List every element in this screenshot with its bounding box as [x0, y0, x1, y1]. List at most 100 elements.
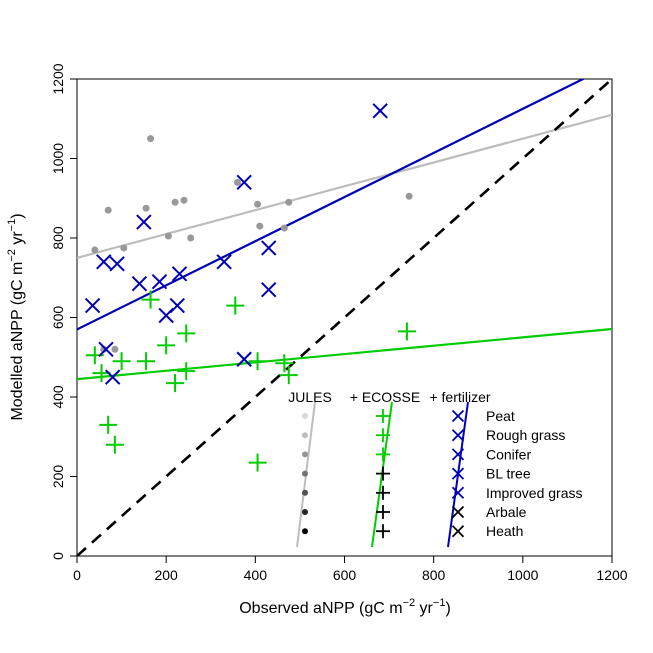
fertilizer-point [151, 274, 168, 290]
ecosse-point [112, 352, 131, 371]
fertilizer-point-b [236, 351, 252, 367]
legend-cross-b [451, 505, 465, 519]
legend-cross [451, 448, 465, 461]
regression-line-ecosse [77, 327, 612, 381]
y-tick-label: 200 [50, 465, 66, 489]
jules-point [405, 192, 413, 200]
y-tick-label: 1200 [50, 63, 66, 94]
y-axis-title-sup2: −1 [6, 219, 18, 232]
x-tick-label: 200 [154, 567, 178, 583]
x-tick-label: 400 [244, 567, 268, 583]
legend-item-label: Peat [486, 408, 515, 424]
jules-point [142, 204, 150, 212]
legend-dot [302, 413, 308, 419]
ecosse-point [137, 352, 156, 371]
legend-cross-b [451, 448, 465, 461]
y-tick-label: 400 [50, 385, 66, 409]
legend-plus [376, 409, 390, 423]
fertilizer-point [171, 266, 188, 282]
legend-cross-b [451, 467, 465, 480]
x-tick-label: 0 [73, 567, 81, 583]
y-tick-label: 0 [50, 552, 66, 560]
jules-point [147, 135, 155, 143]
fertilizer-point-b [136, 214, 152, 230]
x-axis-title: Observed aNPP (gC m−2 yr−1) [239, 597, 451, 617]
x-tick-label: 1000 [507, 567, 538, 583]
jules-point [164, 232, 172, 240]
fertilizer-point [236, 351, 252, 367]
legend-cross-b [451, 486, 465, 499]
y-axis-title-main: Modelled aNPP (gC m [9, 262, 26, 421]
ecosse-point [141, 290, 160, 309]
fertilizer-point-b [96, 254, 112, 270]
fertilizer-point [372, 103, 388, 119]
fertilizer-point [131, 276, 148, 292]
legend-dot [302, 432, 308, 439]
fertilizer-point [136, 214, 152, 230]
fertilizer-point-b [236, 174, 252, 191]
legend-dot [302, 528, 308, 535]
y-axis-title: Modelled aNPP (gC m−2 yr−1) [6, 213, 26, 420]
ecosse-point [279, 366, 298, 385]
fertilizer-point [98, 341, 114, 358]
ecosse-point [397, 322, 416, 341]
x-axis-title-sup1: −2 [403, 597, 416, 609]
legend-cross [451, 486, 465, 499]
y-tick-label: 800 [50, 226, 66, 250]
jules-point [171, 198, 179, 206]
fertilizer-point [236, 174, 252, 191]
jules-point [91, 246, 99, 254]
jules-point [256, 222, 264, 230]
fertilizer-point [169, 297, 186, 314]
jules-point [234, 178, 241, 186]
legend-plus [376, 447, 390, 462]
legend-dot [302, 489, 308, 496]
jules-point [104, 206, 112, 214]
legend-item-label: Improved grass [486, 485, 582, 501]
fertilizer-point-b [84, 297, 101, 314]
legend-cross-b [451, 429, 465, 442]
fertilizer-point [109, 256, 125, 272]
ecosse-point [105, 435, 124, 454]
jules-point [254, 200, 262, 208]
x-tick-label: 800 [422, 567, 446, 583]
legend-item-label: Heath [486, 523, 523, 539]
legend-header: + fertilizer [429, 389, 490, 405]
fertilizer-point [96, 254, 112, 270]
x-axis-title-sup2: −1 [433, 597, 446, 609]
jules-point [111, 345, 119, 353]
fertilizer-point-b [216, 254, 232, 270]
fertilizer-point-b [171, 266, 188, 282]
axes: 0 200 400 600 800 1000 1200 0 200 400 600 800 1000 12… [50, 63, 628, 583]
fertilizer-point-b [261, 240, 277, 256]
legend-plus [376, 428, 390, 443]
legend-dot [302, 509, 308, 515]
legend-cross-b [451, 409, 465, 423]
legend-cross [451, 409, 465, 423]
legend: JULES + ECOSSE + fertilizer Peat Rough grass… [288, 389, 582, 548]
legend-item-label: Conifer [486, 446, 531, 462]
plot-region [77, 79, 612, 556]
legend-cross [451, 429, 465, 442]
x-tick-label: 600 [333, 567, 357, 583]
legend-header: JULES [288, 389, 332, 405]
fertilizer-point [104, 369, 121, 385]
y-tick-label: 1000 [50, 143, 66, 174]
fertilizer-point-b [109, 256, 125, 272]
legend-cross [451, 525, 465, 538]
jules-point [280, 224, 288, 232]
legend-item-label: Arbale [486, 504, 527, 520]
legend-cross [451, 467, 465, 480]
ecosse-point [226, 296, 245, 315]
legend-plus [376, 485, 390, 500]
y-axis-title-mid: yr [9, 231, 26, 249]
x-axis-title-end: ) [445, 600, 450, 617]
legend-plus [376, 505, 390, 519]
fertilizer-point [261, 281, 277, 298]
x-tick-label: 1200 [596, 567, 627, 583]
fertilizer-point-b [131, 276, 148, 292]
fertilizer-point-b [151, 274, 168, 290]
regression-line-fertilizer [77, 79, 586, 331]
y-tick-label: 600 [50, 306, 66, 330]
